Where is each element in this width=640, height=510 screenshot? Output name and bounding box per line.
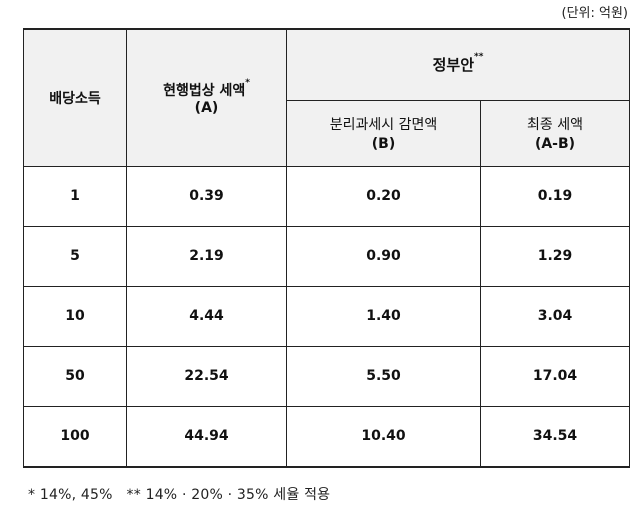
cell-current-tax: 2.19: [126, 225, 287, 287]
table-row: 100 44.94 10.40 34.54: [23, 405, 631, 467]
header-separate-tax-deduction: 분리과세시 감면액 (B): [286, 99, 481, 167]
header-final-code: (A-B): [534, 136, 576, 152]
table-row: 50 22.54 5.50 17.04: [23, 345, 631, 407]
cell-income: 1: [23, 165, 127, 227]
cell-final-tax: 3.04: [479, 285, 631, 347]
header-current-tax: 현행법상 세액* (A): [126, 28, 287, 167]
cell-income: 5: [23, 225, 127, 287]
cell-income: 50: [23, 345, 127, 407]
cell-deduction: 1.40: [286, 285, 481, 347]
unit-label: (단위: 억원): [561, 6, 629, 21]
footnote: * 14%, 45% ** 14% · 20% · 35% 세율 적용: [28, 487, 331, 503]
cell-current-tax: 22.54: [126, 345, 287, 407]
cell-final-tax: 1.29: [479, 225, 631, 287]
cell-current-tax: 44.94: [126, 405, 287, 467]
header-deduction-label: 분리과세시 감면액: [329, 117, 438, 133]
footnote-mark-single: *: [245, 77, 250, 88]
header-deduction-code: (B): [371, 136, 396, 152]
header-final-tax: 최종 세액 (A-B): [479, 99, 631, 167]
header-government-proposal-label: 정부안: [432, 56, 474, 75]
header-current-tax-label: 현행법상 세액: [163, 82, 246, 99]
cell-deduction: 0.20: [286, 165, 481, 227]
cell-income: 100: [23, 405, 127, 467]
cell-current-tax: 0.39: [126, 165, 287, 227]
cell-final-tax: 17.04: [479, 345, 631, 407]
table-row: 1 0.39 0.20 0.19: [23, 165, 631, 227]
cell-deduction: 0.90: [286, 225, 481, 287]
header-dividend-income-label: 배당소득: [49, 90, 101, 107]
cell-final-tax: 0.19: [479, 165, 631, 227]
cell-income: 10: [23, 285, 127, 347]
header-current-tax-code: (A): [194, 99, 219, 116]
header-government-proposal: 정부안**: [285, 28, 631, 101]
cell-current-tax: 4.44: [126, 285, 287, 347]
header-final-label: 최종 세액: [527, 117, 583, 133]
dividend-tax-table: 배당소득 현행법상 세액* (A) 정부안** 분리과세시 감면액 (B) 최종…: [23, 28, 631, 468]
table-row: 10 4.44 1.40 3.04: [23, 285, 631, 347]
cell-final-tax: 34.54: [479, 405, 631, 467]
header-dividend-income: 배당소득: [23, 28, 127, 167]
cell-deduction: 5.50: [286, 345, 481, 407]
cell-deduction: 10.40: [286, 405, 481, 467]
footnote-mark-double: **: [474, 52, 484, 63]
table-row: 5 2.19 0.90 1.29: [23, 225, 631, 287]
